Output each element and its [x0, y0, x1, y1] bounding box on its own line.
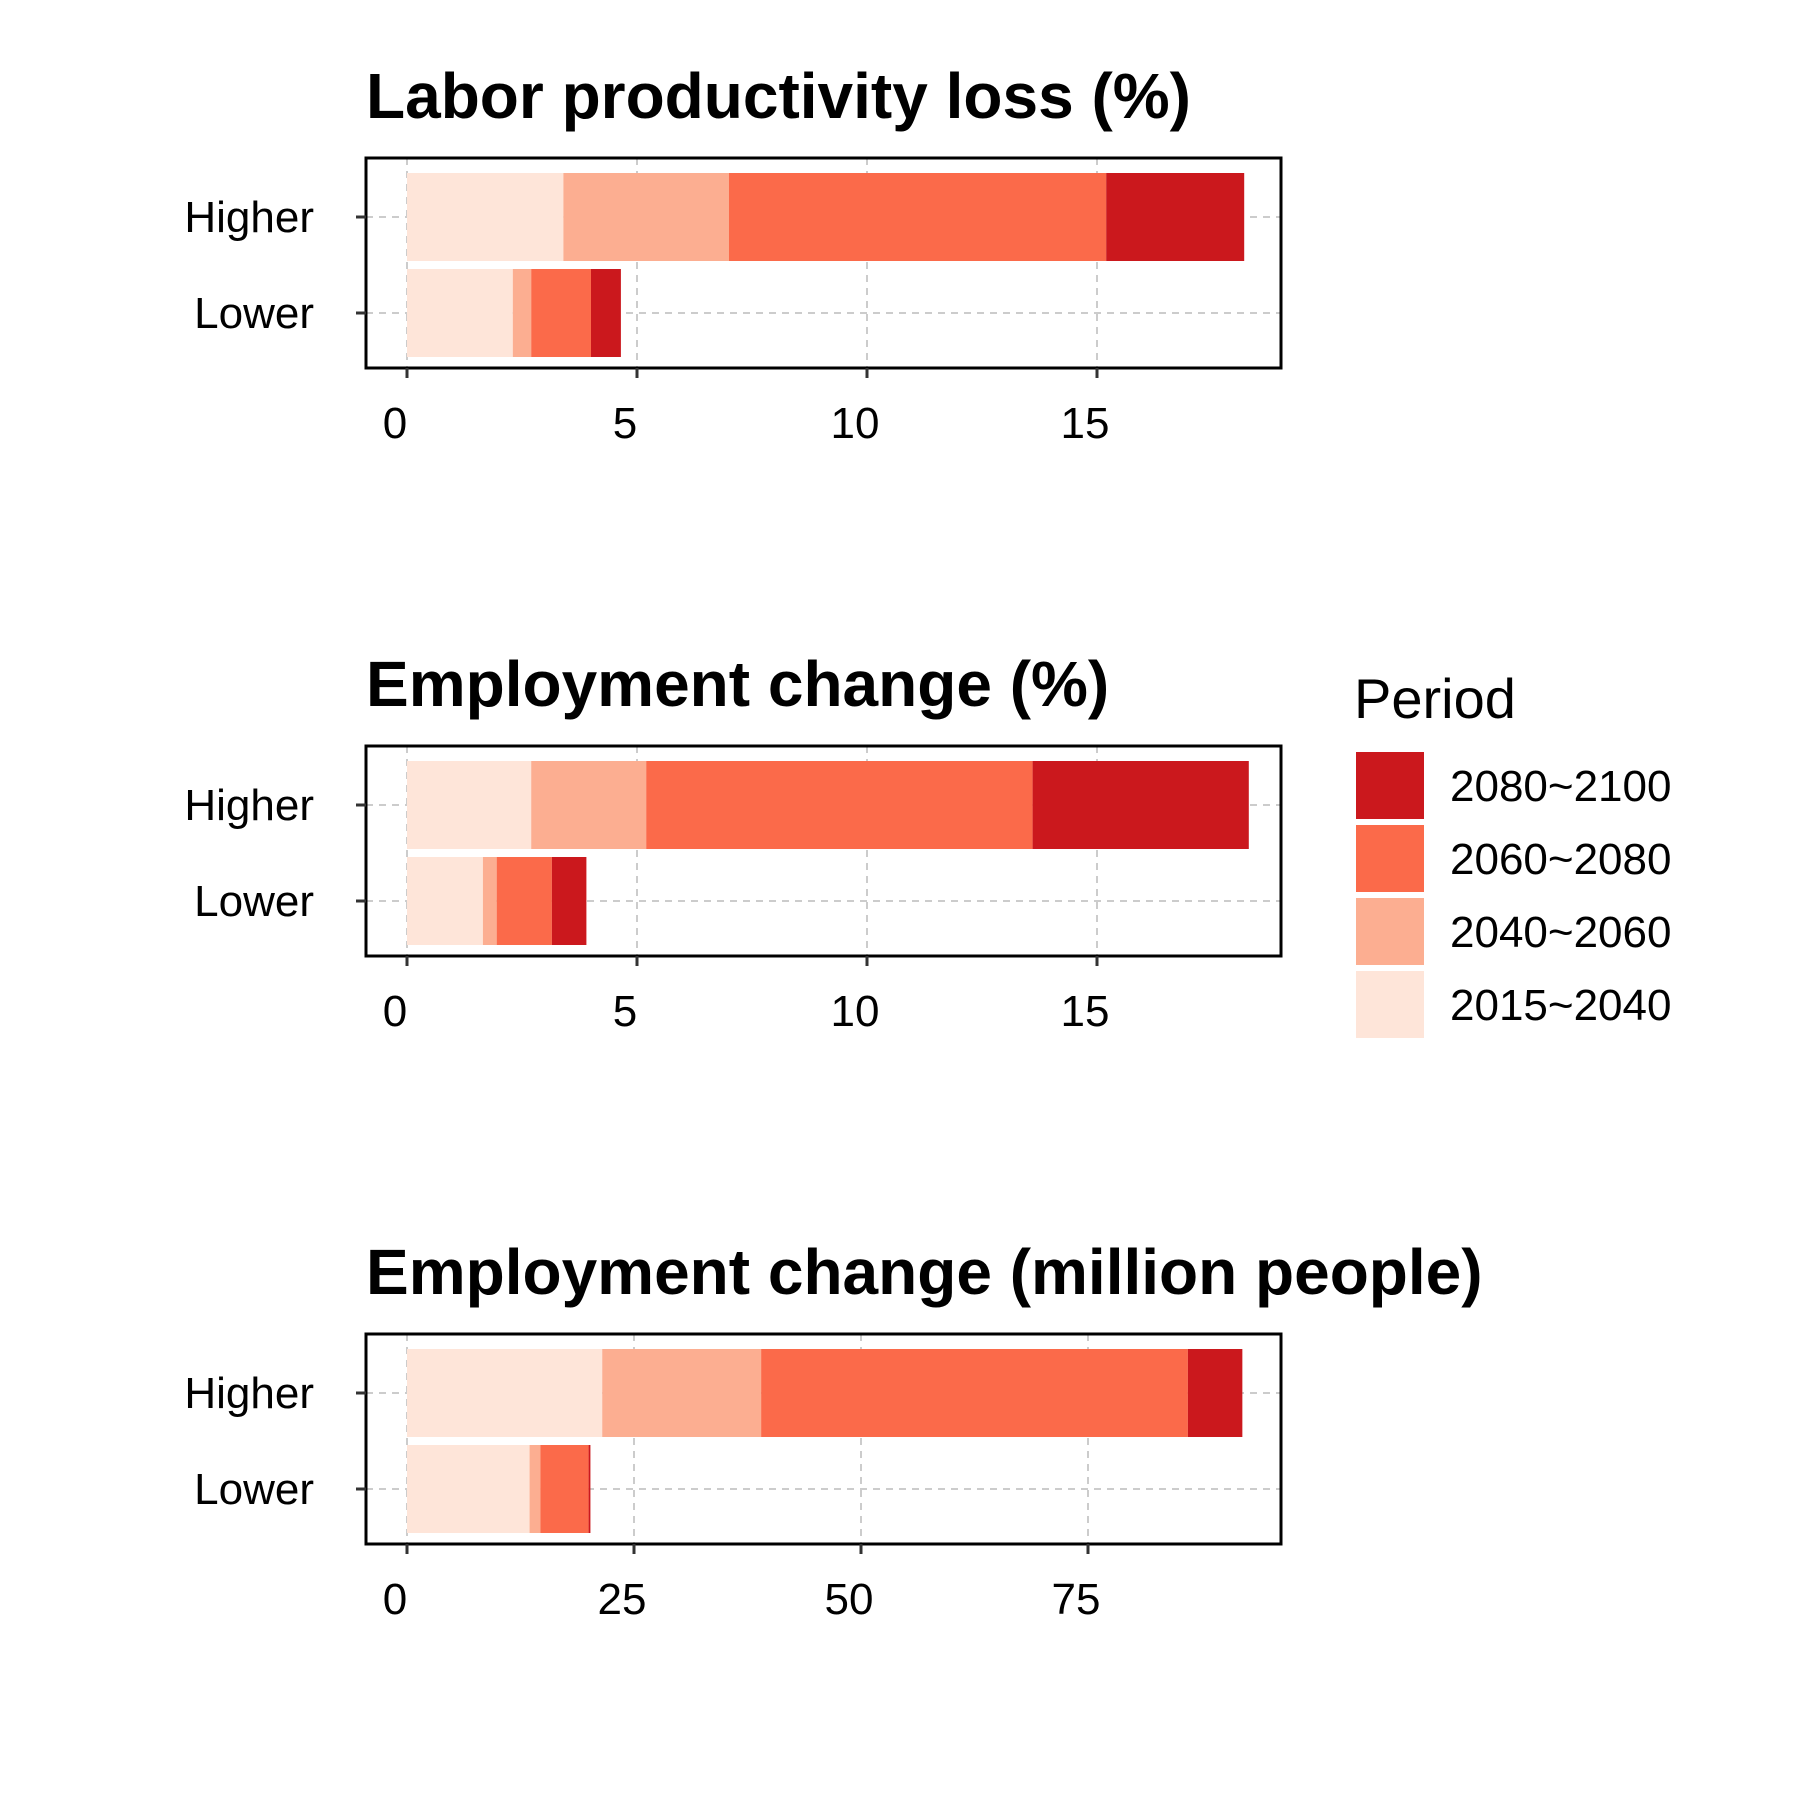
bar-higher-2060-2080 — [761, 1349, 1188, 1437]
legend-label-2060-2080: 2060~2080 — [1450, 835, 1671, 884]
x-tick-label: 10 — [831, 987, 880, 1036]
bar-higher-2080-2100 — [1106, 173, 1245, 261]
bar-lower-2040-2060 — [529, 1445, 541, 1533]
chart-title: Employment change (%) — [366, 648, 1109, 720]
bar-higher-2015-2040 — [407, 173, 564, 261]
bar-higher-2015-2040 — [407, 761, 532, 849]
legend-label-2080-2100: 2080~2100 — [1450, 762, 1671, 811]
bar-higher-2060-2080 — [729, 173, 1107, 261]
bar-lower-2015-2040 — [407, 857, 483, 945]
chart-panel-labor-productivity-loss: Labor productivity loss (%) Higher Lower 0 5… — [184, 60, 1283, 448]
x-tick-label: 15 — [1061, 987, 1110, 1036]
bar-higher-2040-2060 — [563, 173, 729, 261]
plot-frame — [364, 156, 1283, 370]
x-tick-label: 5 — [613, 399, 637, 448]
x-tick-label: 75 — [1052, 1575, 1101, 1624]
x-tick-label: 10 — [831, 399, 880, 448]
bar-lower-2040-2060 — [512, 269, 532, 357]
x-tick-label: 0 — [383, 1575, 407, 1624]
chart-panel-employment-change: Employment change (%) Higher Lower 0 5 10 15 — [184, 648, 1283, 1036]
bar-lower-2040-2060 — [482, 857, 497, 945]
x-tick-label: 25 — [598, 1575, 647, 1624]
bar-lower-2015-2040 — [407, 269, 513, 357]
chart-title: Labor productivity loss (%) — [366, 60, 1191, 132]
legend-title: Period — [1354, 667, 1516, 730]
bar-lower-2080-2100 — [551, 857, 587, 945]
legend-swatch-2040-2060 — [1356, 898, 1424, 965]
bar-higher-2015-2040 — [407, 1349, 603, 1437]
bar-higher-2040-2060 — [531, 761, 647, 849]
bar-lower-2080-2100 — [588, 1445, 591, 1533]
category-label-higher: Higher — [184, 781, 314, 830]
category-label-lower: Lower — [194, 1465, 314, 1514]
bar-lower-2060-2080 — [540, 1445, 589, 1533]
bar-higher-2040-2060 — [602, 1349, 762, 1437]
bar-higher-2060-2080 — [646, 761, 1033, 849]
legend-label-2015-2040: 2015~2040 — [1450, 981, 1671, 1030]
category-label-lower: Lower — [194, 877, 314, 926]
legend-swatch-2060-2080 — [1356, 825, 1424, 892]
chart-title: Employment change (million people) — [366, 1236, 1483, 1308]
chart-panels: Labor productivity loss (%) Higher Lower 0 5… — [184, 60, 1482, 1624]
legend: Period 2080~2100 2060~2080 2040~2060 2015~20… — [1354, 667, 1671, 1038]
plot-frame — [364, 1332, 1283, 1546]
bar-lower-2060-2080 — [531, 269, 591, 357]
legend-swatch-2015-2040 — [1356, 971, 1424, 1038]
category-label-lower: Lower — [194, 289, 314, 338]
x-tick-label: 5 — [613, 987, 637, 1036]
legend-swatch-2080-2100 — [1356, 752, 1424, 819]
x-tick-label: 15 — [1061, 399, 1110, 448]
legend-label-2040-2060: 2040~2060 — [1450, 908, 1671, 957]
x-tick-label: 0 — [383, 399, 407, 448]
bar-higher-2080-2100 — [1032, 761, 1249, 849]
category-label-higher: Higher — [184, 1369, 314, 1418]
bar-lower-2060-2080 — [496, 857, 552, 945]
chart-panel-employment-change-million-people: Employment change (million people) Higher… — [184, 1236, 1482, 1624]
x-tick-label: 50 — [825, 1575, 874, 1624]
x-tick-label: 0 — [383, 987, 407, 1036]
category-label-higher: Higher — [184, 193, 314, 242]
bar-higher-2080-2100 — [1187, 1349, 1243, 1437]
plot-frame — [364, 744, 1283, 958]
bar-lower-2080-2100 — [591, 269, 621, 357]
bar-lower-2015-2040 — [407, 1445, 530, 1533]
